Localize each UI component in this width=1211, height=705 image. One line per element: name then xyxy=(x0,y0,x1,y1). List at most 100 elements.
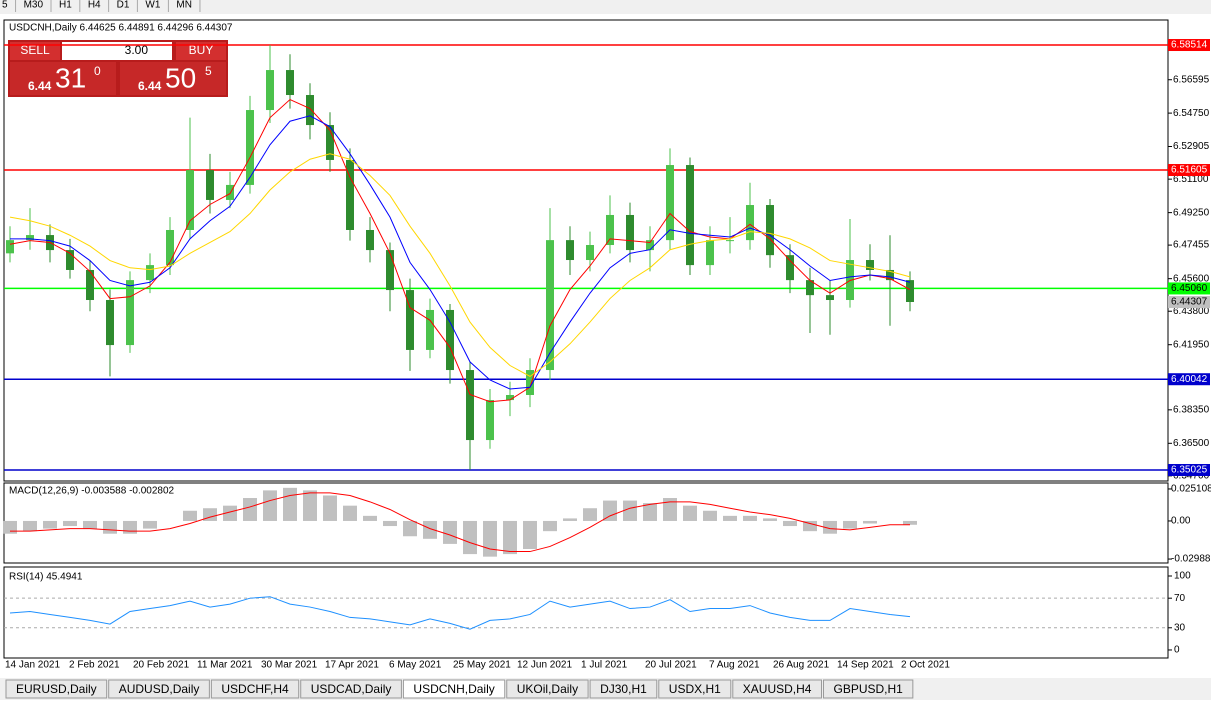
tab[interactable]: EURUSD,Daily xyxy=(5,679,108,699)
candle-body xyxy=(786,255,794,281)
volume[interactable]: 3.00 xyxy=(125,43,149,57)
tab-bg[interactable] xyxy=(108,679,210,699)
tab[interactable]: DJ30,H1 xyxy=(589,679,658,699)
tab-label[interactable]: XAUUSD,H4 xyxy=(743,682,812,696)
macd-bar xyxy=(243,498,257,521)
buy-button[interactable] xyxy=(176,42,226,60)
level-label: 6.51605 xyxy=(1171,165,1208,176)
macd-bar xyxy=(83,520,97,529)
tab-label[interactable]: USDX,H1 xyxy=(669,682,721,696)
candle-body xyxy=(26,235,34,241)
candle-body xyxy=(326,125,334,160)
level-tag xyxy=(1168,282,1210,295)
candle-body xyxy=(726,240,734,242)
macd-bar xyxy=(603,500,617,521)
macd-bar xyxy=(663,498,677,521)
timeframe-button[interactable]: MN xyxy=(176,0,192,11)
tab-bg[interactable] xyxy=(732,679,822,699)
trade-panel: SELL 3.00 BUY 6.44 31 0 6.44 50 5 xyxy=(8,40,228,97)
tab[interactable]: GBPUSD,H1 xyxy=(822,679,914,699)
x-tick-label: 11 Mar 2021 xyxy=(197,660,253,671)
x-tick-label: 14 Sep 2021 xyxy=(837,660,894,671)
x-tick-label: 7 Aug 2021 xyxy=(709,660,760,671)
x-tick-label: 25 May 2021 xyxy=(453,660,511,671)
y-tick-label: 6.49250 xyxy=(1173,207,1210,218)
candle-body xyxy=(246,110,254,185)
candle-body xyxy=(486,400,494,441)
tab[interactable]: XAUUSD,H4 xyxy=(732,679,822,699)
macd-bar xyxy=(823,520,837,534)
tab-bg[interactable] xyxy=(506,679,589,699)
tab[interactable]: USDCAD,Daily xyxy=(300,679,402,699)
macd-bar xyxy=(563,518,577,521)
timeframe-button[interactable]: W1 xyxy=(145,0,160,11)
bid-pips: 31 xyxy=(55,62,86,93)
timeframe-button[interactable]: H1 xyxy=(59,0,72,11)
macd-bar xyxy=(303,490,317,521)
tab-label[interactable]: UKOil,Daily xyxy=(517,682,578,696)
tab-bg[interactable] xyxy=(658,679,732,699)
timeframe-button[interactable]: 5 xyxy=(2,0,8,11)
bid-big: 6.44 xyxy=(28,79,52,93)
macd-bar xyxy=(703,510,717,521)
y-tick-label: 0.025108 xyxy=(1171,484,1211,495)
macd-panel xyxy=(3,482,1169,564)
sell-button[interactable] xyxy=(10,42,60,60)
tab-label[interactable]: USDCNH,Daily xyxy=(413,682,494,696)
tab-bg[interactable] xyxy=(589,679,658,699)
tab[interactable]: UKOil,Daily xyxy=(506,679,589,699)
candle-body xyxy=(906,280,914,303)
macd-bar xyxy=(183,510,197,521)
candle-body xyxy=(886,269,894,281)
level-label: 6.35025 xyxy=(1171,465,1208,476)
candle-body xyxy=(586,245,594,261)
candle-body xyxy=(606,214,614,246)
bid-box[interactable] xyxy=(10,62,116,95)
rsi-title: RSI(14) 45.4941 xyxy=(9,572,83,583)
tab-label[interactable]: USDCAD,Daily xyxy=(311,682,392,696)
candle-body xyxy=(106,300,114,346)
candle-body xyxy=(6,240,14,254)
moving-average xyxy=(9,153,911,377)
sell-label[interactable]: SELL xyxy=(20,43,50,57)
tab-bg[interactable] xyxy=(402,679,506,699)
tab[interactable]: USDX,H1 xyxy=(658,679,732,699)
volume-input[interactable] xyxy=(62,42,172,60)
macd-title: MACD(12,26,9) -0.003588 -0.002802 xyxy=(9,486,175,497)
tab-bg[interactable] xyxy=(300,679,402,699)
macd-bar xyxy=(323,495,337,521)
tab-label[interactable]: DJ30,H1 xyxy=(600,682,647,696)
candle-body xyxy=(446,309,454,371)
macd-bar xyxy=(643,503,657,521)
timeframe-button[interactable]: D1 xyxy=(117,0,130,11)
tab-label[interactable]: EURUSD,Daily xyxy=(16,682,97,696)
tab-bg[interactable] xyxy=(822,679,914,699)
candle-body xyxy=(526,370,534,395)
y-tick-label: 6.52905 xyxy=(1173,141,1210,152)
macd-signal xyxy=(10,492,910,553)
y-tick-label: 30 xyxy=(1174,622,1186,633)
macd-bar xyxy=(123,520,137,534)
candle-body xyxy=(806,280,814,296)
tab-label[interactable]: USDCHF,H4 xyxy=(221,682,289,696)
candle-body xyxy=(146,265,154,281)
tab[interactable]: USDCNH,Daily xyxy=(402,679,506,699)
x-tick-label: 2 Feb 2021 xyxy=(69,660,120,671)
macd-bar xyxy=(503,520,517,555)
ask-box[interactable] xyxy=(120,62,226,95)
tab-bg[interactable] xyxy=(210,679,300,699)
tab-label[interactable]: GBPUSD,H1 xyxy=(833,682,903,696)
tab-label[interactable]: AUDUSD,Daily xyxy=(119,682,200,696)
candle-body xyxy=(406,290,414,350)
timeframe-button[interactable]: H4 xyxy=(88,0,101,11)
x-tick-label: 20 Jul 2021 xyxy=(645,660,697,671)
candle-body xyxy=(426,309,434,350)
bid-frac: 0 xyxy=(94,64,101,78)
tab[interactable]: USDCHF,H4 xyxy=(210,679,300,699)
timeframe-button[interactable]: M30 xyxy=(24,0,44,11)
tab-bg[interactable] xyxy=(5,679,108,699)
buy-label[interactable]: BUY xyxy=(189,43,214,57)
candle-body xyxy=(366,229,374,251)
tab[interactable]: AUDUSD,Daily xyxy=(108,679,210,699)
